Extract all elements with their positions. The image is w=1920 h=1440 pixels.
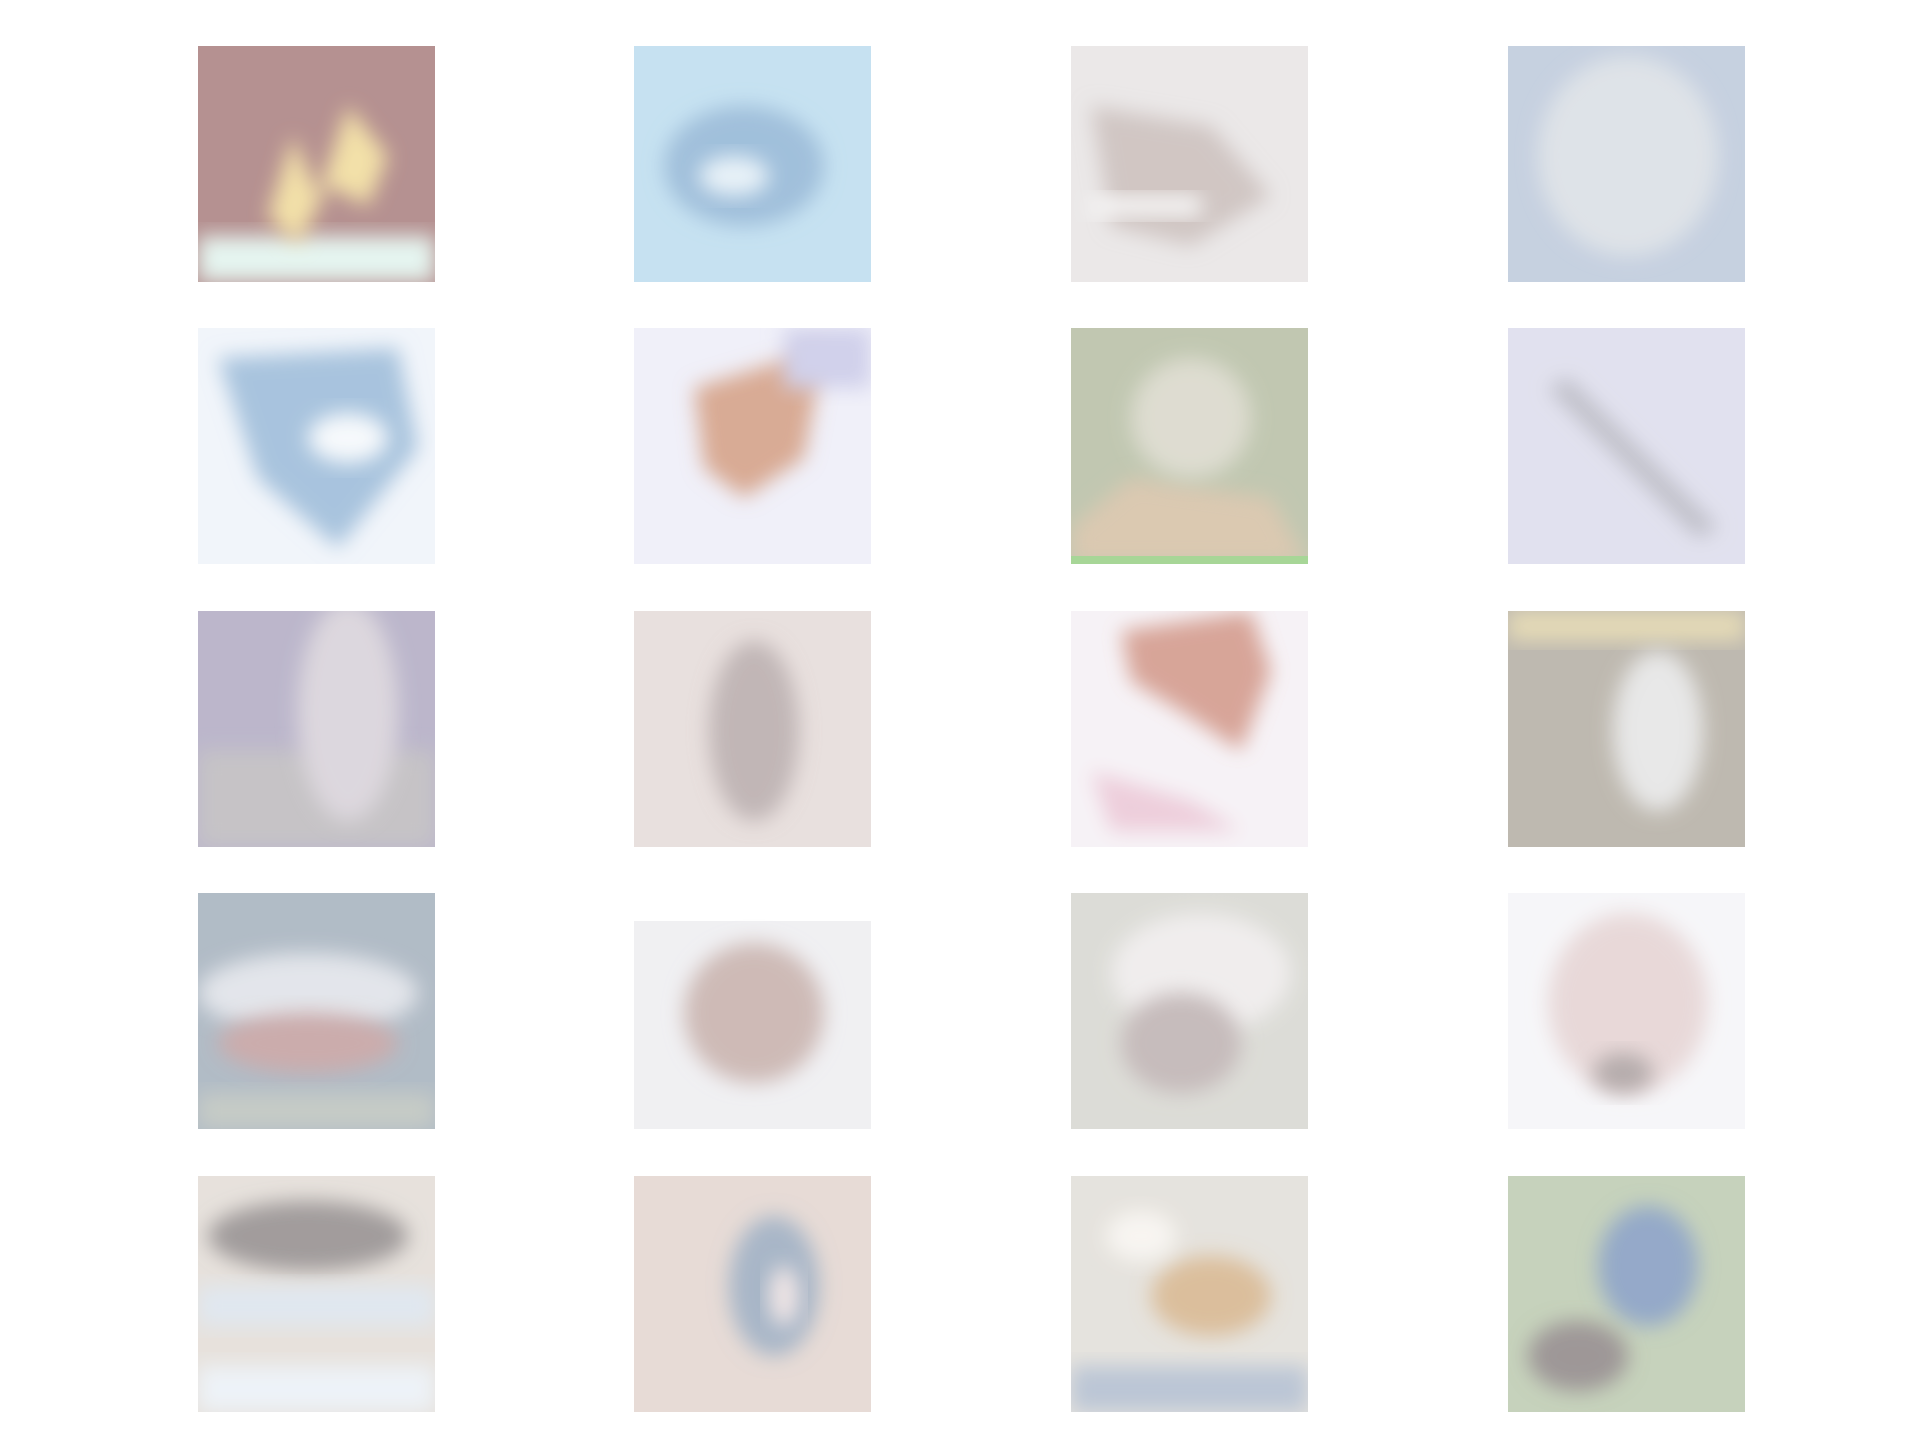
sample-image [1071, 893, 1308, 1129]
sample-image [1071, 1176, 1308, 1412]
sample-image [1508, 46, 1745, 282]
sample-image [1071, 611, 1308, 847]
sample-image [198, 1176, 435, 1412]
sample-image [634, 611, 871, 847]
sample-image [198, 893, 435, 1129]
sample-image [634, 46, 871, 282]
sample-image [1508, 611, 1745, 847]
sample-image [198, 328, 435, 564]
sample-image [1508, 328, 1745, 564]
sample-image [198, 46, 435, 282]
sample-image [198, 611, 435, 847]
sample-image [1508, 893, 1745, 1129]
sample-image [634, 1176, 871, 1412]
sample-image [1071, 328, 1308, 564]
sample-image [1508, 1176, 1745, 1412]
sample-image [634, 893, 871, 1129]
sample-image [634, 328, 871, 564]
sample-image [1071, 46, 1308, 282]
